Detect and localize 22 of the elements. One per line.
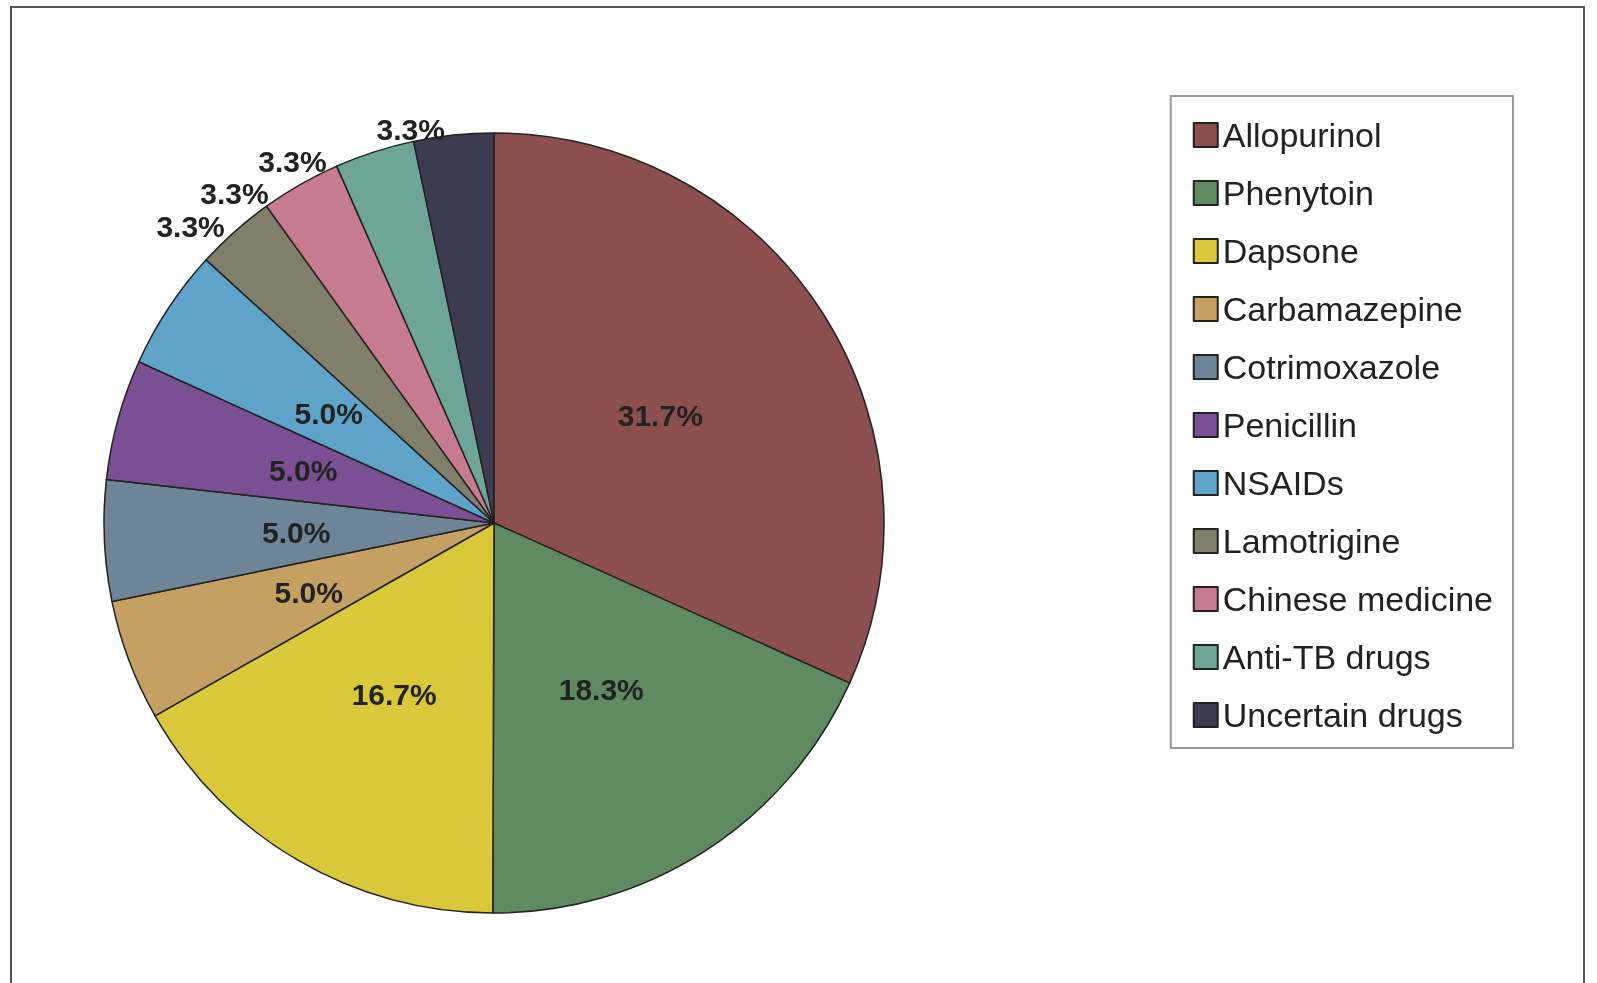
data-label: 3.3% [258,144,327,178]
legend-label: Chinese medicine [1222,580,1494,618]
data-label: 3.3% [200,176,269,210]
data-label: 31.7% [617,399,703,432]
data-label: 5.0% [262,515,331,549]
data-label: 5.0% [294,397,363,431]
legend-label: Allopurinol [1222,116,1382,154]
legend-label: Uncertain drugs [1222,696,1463,734]
legend-label: Penicillin [1222,406,1357,444]
data-label: 5.0% [274,576,343,610]
data-label: 18.3% [558,672,644,706]
legend-label: Phenytoin [1222,174,1374,212]
data-label: 3.3% [376,112,445,146]
data-label: 16.7% [351,677,437,711]
legend-label: NSAIDs [1222,464,1344,502]
legend-label: Dapsone [1222,232,1359,270]
legend-label: Cotrimoxazole [1222,348,1441,386]
data-label: 5.0% [268,453,338,487]
legend-label: Carbamazepine [1222,290,1463,328]
legend-label: Lamotrigine [1222,522,1401,560]
legend-label: Anti-TB drugs [1222,638,1431,676]
data-label: 3.3% [156,210,225,244]
